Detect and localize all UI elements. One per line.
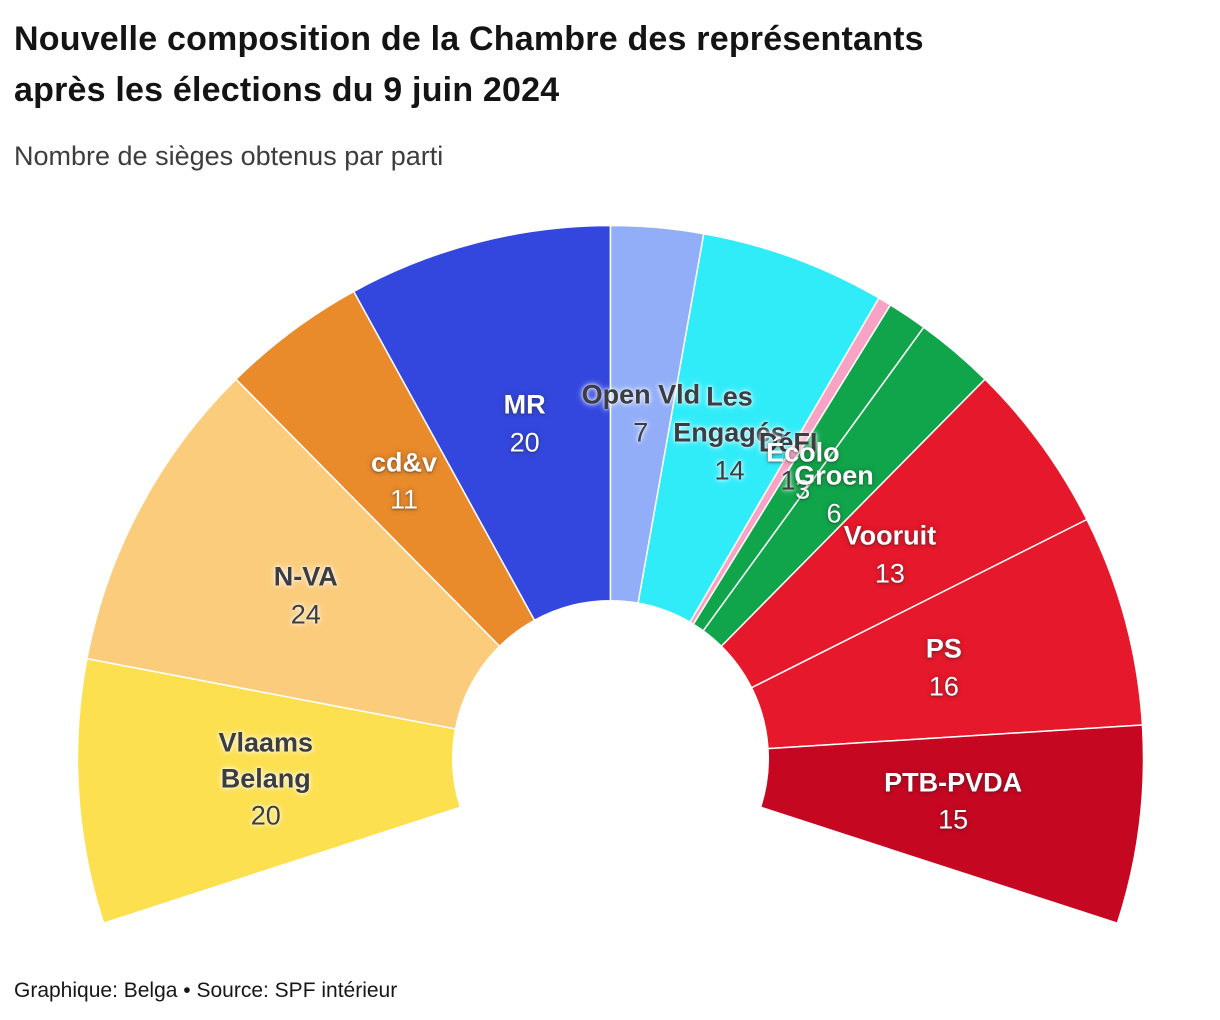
wedge-mr (352, 224, 612, 621)
title-line-2: après les élections du 9 juin 2024 (14, 71, 560, 109)
wedge-vlaams-belang (76, 657, 462, 924)
credit-line: Graphique: Belga • Source: SPF intérieur (14, 979, 398, 1002)
chart-subtitle: Nombre de sièges obtenus par parti (14, 141, 444, 171)
wedge-vooruit (720, 378, 1088, 689)
title-line-1: Nouvelle composition de la Chambre des r… (14, 20, 924, 58)
chart-header: Nouvelle composition de la Chambre des r… (14, 14, 1174, 116)
wedge-ps (750, 518, 1144, 750)
page-title: Nouvelle composition de la Chambre des r… (14, 14, 1174, 116)
wedge-ptb-pvda (759, 724, 1145, 924)
wedge-n-va (86, 378, 501, 730)
